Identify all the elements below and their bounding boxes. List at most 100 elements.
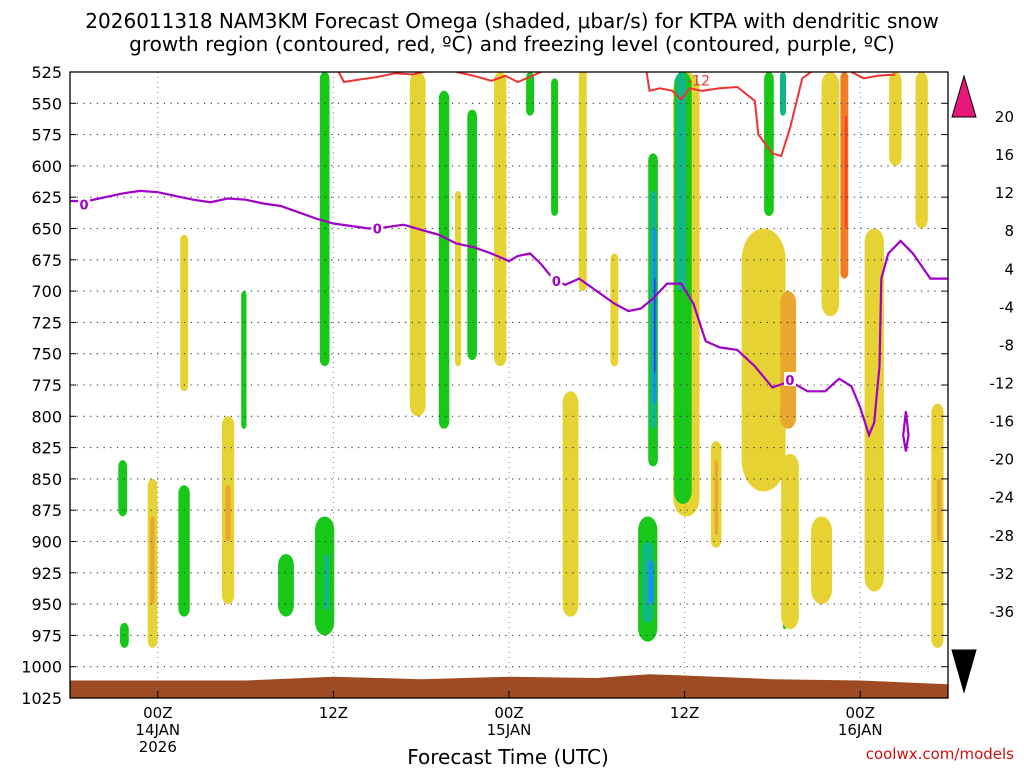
y-tick-label-800: 800 (31, 407, 62, 426)
terrain-layer (70, 674, 948, 698)
omega-cell-37 (764, 72, 774, 216)
omega-cell-40 (781, 453, 799, 630)
y-tick-label-1000: 1000 (21, 658, 62, 677)
y-tick-label-950: 950 (31, 595, 62, 614)
y-tick-label-575: 575 (31, 126, 62, 145)
omega-cell-44 (844, 115, 848, 229)
omega-cell-9 (278, 554, 294, 617)
freezing-label-1: 0 (373, 223, 382, 238)
freezing-label-bg-3 (783, 371, 796, 386)
colorbar-label-13: -36 (990, 603, 1015, 621)
omega-cell-49 (937, 478, 942, 542)
x-tick-label-10-0: 12Z (319, 704, 348, 722)
omega-cell-15 (455, 190, 462, 367)
y-tick-label-925: 925 (31, 564, 62, 583)
colorbar-label-7: -12 (990, 375, 1015, 393)
freezing-label-0: 0 (80, 199, 89, 214)
omega-cell-47 (915, 72, 928, 229)
y-tick-label-900: 900 (31, 533, 62, 552)
y-tick-label-675: 675 (31, 251, 62, 270)
colorbar-label-1: 16 (995, 146, 1014, 164)
chart-title-line1: 2026011318 NAM3KM Forecast Omega (shaded… (85, 9, 938, 33)
y-tick-label-850: 850 (31, 470, 62, 489)
omega-cell-21 (578, 72, 587, 292)
freezing-label-bg-1 (371, 220, 384, 235)
omega-cell-7 (225, 485, 231, 542)
omega-cell-18 (526, 72, 534, 116)
omega-shading (118, 72, 944, 648)
colorbar-label-11: -28 (990, 527, 1015, 545)
omega-cell-12 (319, 72, 330, 367)
omega-cell-41 (811, 516, 833, 605)
x-tick-label-0-1: 14JAN (135, 721, 180, 739)
y-tick-label-825: 825 (31, 439, 62, 458)
omega-cell-32 (676, 72, 686, 292)
omega-cell-38 (779, 72, 786, 116)
colorbar-label-12: -32 (990, 565, 1015, 583)
plot-background (70, 72, 948, 698)
omega-cell-45 (864, 228, 884, 592)
freezing-label-2: 0 (552, 275, 561, 290)
pressure-axis: 525 550 575 600 625 650 675 700 725 750 775 800 825 8… (21, 63, 948, 708)
omega-cell-0 (118, 460, 128, 517)
dgz-contour-3 (850, 72, 896, 80)
x-tick-label-20-1: 15JAN (487, 721, 532, 739)
omega-cell-19 (551, 78, 559, 216)
terrain-fill (70, 674, 948, 698)
colorbar-label-5: -4 (999, 298, 1014, 316)
x-tick-label-0-0: 00Z (143, 704, 172, 722)
x-tick-label-40-1: 16JAN (838, 721, 883, 739)
x-tick-label-0-2: 2026 (139, 738, 177, 756)
y-tick-label-875: 875 (31, 501, 62, 520)
omega-cell-8 (241, 291, 247, 429)
omega-cell-42 (821, 72, 840, 317)
x-axis-label: Forecast Time (UTC) (407, 745, 609, 768)
freezing-label-bg-0 (78, 196, 91, 211)
omega-cell-35 (741, 228, 786, 492)
colorbar-label-10: -24 (990, 489, 1015, 507)
colorbar-label-4: 4 (1004, 260, 1014, 278)
y-tick-label-1025: 1025 (21, 689, 62, 708)
omega-cell-46 (889, 72, 902, 166)
x-tick-label-30-0: 12Z (670, 704, 699, 722)
omega-cell-34 (714, 460, 718, 536)
y-tick-label-600: 600 (31, 157, 62, 176)
colorbar-label-9: -20 (990, 451, 1015, 469)
omega-cell-16 (467, 109, 477, 360)
dgz-contour-2 (645, 72, 813, 158)
omega-cell-25 (648, 560, 654, 605)
y-tick-label-750: 750 (31, 345, 62, 364)
colorbar-bottom-arrow (951, 649, 977, 694)
omega-cell-17 (494, 72, 507, 367)
omega-cell-4 (178, 485, 190, 617)
y-tick-label-625: 625 (31, 188, 62, 207)
omega-cell-22 (610, 253, 619, 367)
freezing-label-3: 0 (785, 374, 794, 389)
y-tick-label-700: 700 (31, 282, 62, 301)
freezing-level-line (70, 189, 948, 439)
x-tick-label-20-0: 00Z (494, 704, 523, 722)
y-tick-label-525: 525 (31, 63, 62, 82)
y-tick-label-725: 725 (31, 313, 62, 332)
freezing-level-loop (902, 411, 910, 452)
colorbar: 20 16 12 8 4 -4 -8 -12 -16 -20 -24 -28 -32 -36 (951, 74, 1015, 694)
chart-title-line2: growth region (contoured, red, ºC) and f… (129, 32, 895, 56)
colorbar-label-0: 20 (995, 108, 1014, 126)
dgz-contour-0 (337, 72, 429, 84)
omega-cell-36 (780, 291, 797, 429)
colorbar-label-3: 8 (1004, 222, 1014, 240)
colorbar-label-8: -16 (990, 413, 1015, 431)
colorbar-top-arrow (951, 74, 977, 118)
x-tick-label-40-0: 00Z (846, 704, 875, 722)
omega-cell-14 (438, 90, 450, 429)
dgz-contour-1 (456, 72, 544, 84)
colorbar-label-2: 12 (995, 184, 1014, 202)
y-tick-label-975: 975 (31, 626, 62, 645)
y-tick-label-775: 775 (31, 376, 62, 395)
omega-cell-5 (180, 234, 189, 392)
omega-cell-13 (409, 72, 426, 417)
credit-text: coolwx.com/models (866, 745, 1014, 763)
colorbar-label-6: -8 (999, 336, 1014, 354)
